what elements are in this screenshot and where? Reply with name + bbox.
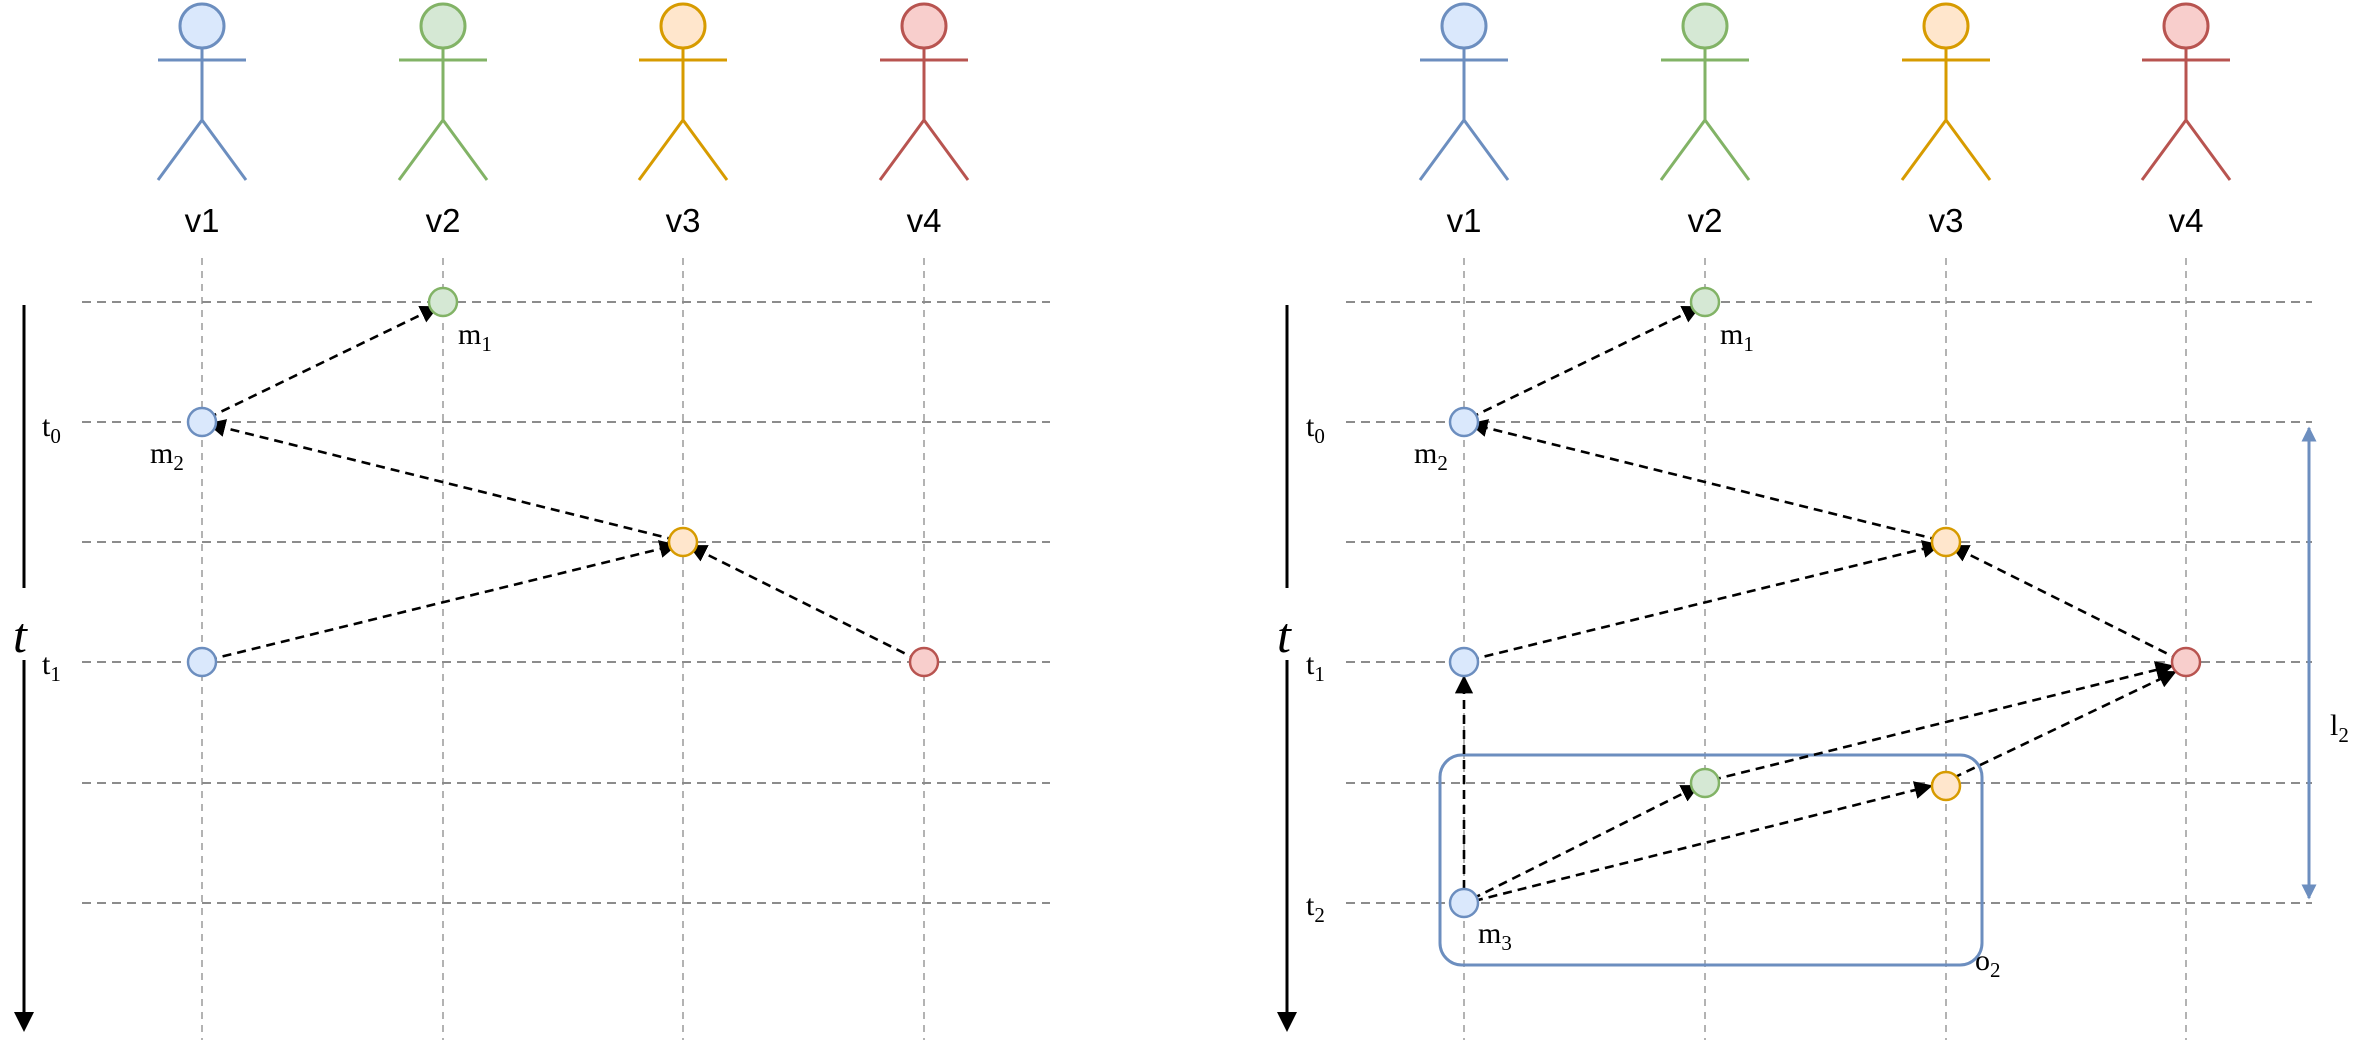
actor-v4-right: v4 — [2140, 2, 2232, 239]
message-label-m3: m3 — [1478, 917, 1512, 955]
group-box-o2 — [1438, 753, 1984, 967]
actor-v2-right: v2 — [1659, 2, 1751, 239]
events — [186, 286, 940, 678]
event-node — [667, 526, 699, 558]
box-label-o2: o2 — [1975, 944, 2001, 982]
message-arrow — [1473, 781, 1933, 903]
actor-v3-right: v3 — [1900, 2, 1992, 239]
event-node — [1930, 770, 1962, 802]
actor-v1-left: v1 — [156, 2, 248, 239]
labels: t0 t1 t2 m1 m2 m3 o2 — [1306, 318, 2001, 982]
time-axis-label: t — [13, 607, 28, 663]
interval-label-l2: l2 — [2330, 709, 2349, 747]
message-arrow — [1469, 540, 1941, 662]
message-arrow — [207, 419, 677, 542]
person-icon — [156, 2, 248, 181]
actor-label: v3 — [666, 202, 701, 239]
time-rows — [1346, 301, 2312, 904]
time-axis-arrowhead — [14, 1012, 34, 1032]
message-label-m1: m1 — [458, 318, 492, 356]
message-arrow — [1952, 670, 2177, 780]
event-node — [908, 646, 940, 678]
message-arrow — [1469, 305, 1701, 420]
actor-label: v2 — [426, 202, 461, 239]
person-icon — [1659, 2, 1751, 181]
time-label-t0: t0 — [42, 410, 61, 448]
lifelines — [201, 258, 925, 1040]
event-node — [1689, 767, 1721, 799]
message-label-m2: m2 — [1414, 437, 1448, 475]
left-panel: v1 v2 v3 — [13, 2, 1050, 1040]
person-icon — [397, 2, 489, 181]
events — [1448, 286, 2202, 919]
event-node — [186, 646, 218, 678]
labels: t0 t1 m1 m2 — [42, 318, 492, 686]
actor-label: v3 — [1929, 202, 1964, 239]
actor-label: v1 — [1447, 202, 1482, 239]
actor-label: v4 — [2169, 202, 2204, 239]
person-icon — [1418, 2, 1510, 181]
right-panel: v1 v2 v3 — [1277, 2, 2349, 1040]
actor-label: v2 — [1688, 202, 1723, 239]
message-arrow — [207, 540, 678, 662]
messages — [207, 305, 919, 662]
message-arrow — [1950, 544, 2181, 662]
message-arrow — [688, 544, 919, 662]
person-icon — [878, 2, 970, 181]
time-rows — [82, 301, 1050, 904]
event-node — [186, 406, 218, 438]
time-axis: t — [13, 305, 34, 1032]
time-axis: t — [1277, 305, 1297, 1032]
event-node — [1448, 406, 1480, 438]
actor-v2-left: v2 — [397, 2, 489, 239]
event-node — [1448, 646, 1480, 678]
message-label-m2: m2 — [150, 437, 184, 475]
person-icon — [637, 2, 729, 181]
event-node — [1448, 887, 1480, 919]
actor-v1-right: v1 — [1418, 2, 1510, 239]
messages — [1454, 305, 2181, 903]
message-arrow — [207, 305, 439, 420]
event-node — [1689, 286, 1721, 318]
lifelines — [1463, 258, 2187, 1040]
message-arrow — [1471, 784, 1700, 901]
time-label-t2: t2 — [1306, 889, 1325, 927]
interval-l2: l2 — [2301, 426, 2349, 900]
person-icon — [2140, 2, 2232, 181]
actor-v3-left: v3 — [637, 2, 729, 239]
message-arrow — [1469, 419, 1940, 542]
time-axis-arrowhead — [1277, 1012, 1297, 1032]
actor-label: v1 — [185, 202, 220, 239]
event-node — [1930, 526, 1962, 558]
actor-label: v4 — [907, 202, 942, 239]
event-node — [2170, 646, 2202, 678]
event-node — [427, 286, 459, 318]
time-label-t1: t1 — [42, 648, 61, 686]
person-icon — [1900, 2, 1992, 181]
time-label-t0: t0 — [1306, 410, 1325, 448]
message-label-m1: m1 — [1720, 318, 1754, 356]
actor-v4-left: v4 — [878, 2, 970, 239]
message-arrow — [1711, 661, 2174, 782]
time-axis-label: t — [1277, 607, 1292, 663]
time-label-t1: t1 — [1306, 648, 1325, 686]
